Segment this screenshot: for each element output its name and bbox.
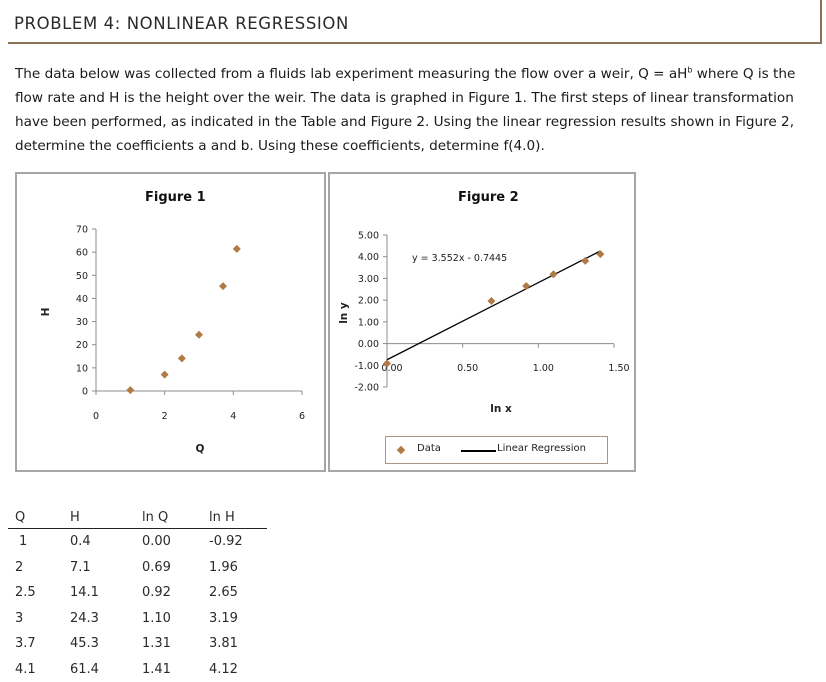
table-row: 3 24.3 1.10 3.19 <box>8 606 267 632</box>
x-tick-label: 1.00 <box>533 363 554 374</box>
x-tick-label: 1.50 <box>608 363 629 374</box>
y-tick-label: 10 <box>76 363 88 374</box>
data-point-marker <box>219 282 228 291</box>
x-tick-label: 0 <box>93 411 99 422</box>
cell-lnh: 2.65 <box>209 585 238 601</box>
cell-lnh: 3.81 <box>209 636 238 652</box>
data-point-marker <box>232 244 241 253</box>
data-point-marker <box>195 330 203 339</box>
table-row: 4.1 61.4 1.41 4.12 <box>8 657 267 682</box>
cell-h: 24.3 <box>70 610 99 626</box>
y-tick-label: 2.00 <box>358 296 379 307</box>
y-tick-label: 70 <box>76 225 88 236</box>
cell-q: 3.7 <box>15 636 36 652</box>
table-row: 2.5 14.1 0.92 2.65 <box>8 580 267 606</box>
exponent-b: b <box>687 65 693 75</box>
data-marker-icon <box>396 445 406 455</box>
y-tick-label: 3.00 <box>358 274 379 285</box>
problem-text-part1: The data below was collected from a flui… <box>15 66 688 82</box>
data-point-marker <box>126 386 135 395</box>
y-tick-label: -1.00 <box>354 361 379 372</box>
col-header-lnh: ln H <box>209 506 267 529</box>
data-point-marker <box>160 370 169 379</box>
y-tick-label: 5.00 <box>358 231 379 242</box>
y-tick-label: 60 <box>76 248 88 259</box>
regression-line <box>386 250 601 361</box>
table-row: 1 0.4 0.00 -0.92 <box>8 529 267 555</box>
table-header-row: Q H ln Q ln H <box>8 506 267 529</box>
x-tick-label: 2 <box>162 411 168 422</box>
data-point-marker <box>549 270 558 279</box>
y-tick-label: 40 <box>76 294 88 305</box>
figure-2-legend: Data Linear Regression <box>385 436 608 464</box>
page-title: PROBLEM 4: NONLINEAR REGRESSION <box>14 14 349 33</box>
data-point-marker <box>581 256 590 265</box>
data-table: Q H ln Q ln H 1 0.4 0.00 -0.92 2 7.1 0.6… <box>8 506 267 682</box>
y-tick-label: 1.00 <box>358 317 379 328</box>
cell-h: 14.1 <box>70 585 99 601</box>
col-header-q: Q <box>8 506 70 529</box>
x-tick-label: 6 <box>299 411 305 422</box>
cell-lnh: -0.92 <box>209 534 243 550</box>
data-point-marker <box>487 297 496 306</box>
cell-lnq: 0.92 <box>142 585 171 601</box>
figure-2-plot: -2.00-1.000.001.002.003.004.005.000.00 0.… <box>338 231 630 416</box>
cell-lnq: 1.10 <box>142 610 171 626</box>
x-tick-label: 4 <box>230 411 236 422</box>
table-row: 3.7 45.3 1.31 3.81 <box>8 631 267 657</box>
regression-equation: y = 3.552x - 0.7445 <box>412 253 507 264</box>
figure-1-plot: 0 10 20 30 40 50 60 70 0 2 4 6 Q H <box>40 225 305 456</box>
col-header-h: H <box>70 506 142 529</box>
cell-lnh: 3.19 <box>209 610 238 626</box>
data-point-marker <box>522 282 531 291</box>
cell-lnq: 1.41 <box>142 661 171 677</box>
page-header: PROBLEM 4: NONLINEAR REGRESSION <box>8 0 822 44</box>
legend-line-label: Linear Regression <box>497 443 586 454</box>
y-tick-label: 50 <box>76 271 88 282</box>
data-point-marker <box>383 359 391 368</box>
y-tick-label: 30 <box>76 317 88 328</box>
problem-statement: The data below was collected from a flui… <box>15 62 815 158</box>
cell-q: 4.1 <box>15 661 36 677</box>
cell-lnh: 4.12 <box>209 661 238 677</box>
figure-2: Figure 2 -2.00 -1.00 0.00 1.00 2.00 3.00 4.00 5… <box>328 172 636 472</box>
cell-q: 2.5 <box>15 585 36 601</box>
figure-2-title: Figure 2 <box>458 190 519 205</box>
x-tick-label: 0.00 <box>381 363 402 374</box>
cell-lnq: 0.69 <box>142 559 171 575</box>
y-tick-label: -2.00 <box>354 383 379 394</box>
cell-lnq: 1.31 <box>142 636 171 652</box>
line-legend-icon <box>461 450 496 452</box>
cell-q: 1 <box>19 534 28 550</box>
cell-h: 0.4 <box>70 534 91 550</box>
cell-lnh: 1.96 <box>209 559 238 575</box>
cell-q: 3 <box>15 610 24 626</box>
cell-lnq: 0.00 <box>142 534 171 550</box>
y-axis-title: ln y <box>338 302 350 324</box>
data-point-marker <box>596 250 605 259</box>
legend-data-label: Data <box>417 443 441 454</box>
y-tick-label: 20 <box>76 340 88 351</box>
cell-h: 7.1 <box>70 559 91 575</box>
problem-text-part2: where Q is the flow rate and H is the he… <box>15 66 796 154</box>
col-header-lnq: ln Q <box>142 506 209 529</box>
cell-h: 45.3 <box>70 636 99 652</box>
x-axis-title: Q <box>196 443 205 455</box>
x-tick-label: 0.50 <box>457 363 478 374</box>
x-axis-title: ln x <box>490 403 512 415</box>
figure-1: Figure 1 0 10 20 30 40 50 60 70 0 2 4 6 Q H <box>15 172 326 472</box>
cell-q: 2 <box>15 559 24 575</box>
table-row: 2 7.1 0.69 1.96 <box>8 555 267 581</box>
y-tick-label: 4.00 <box>358 252 379 263</box>
cell-h: 61.4 <box>70 661 99 677</box>
y-tick-label: 0 <box>82 387 88 398</box>
y-tick-label: 0.00 <box>358 339 379 350</box>
y-axis-title: H <box>40 308 52 317</box>
figure-1-title: Figure 1 <box>145 190 206 205</box>
data-point-marker <box>177 354 186 363</box>
